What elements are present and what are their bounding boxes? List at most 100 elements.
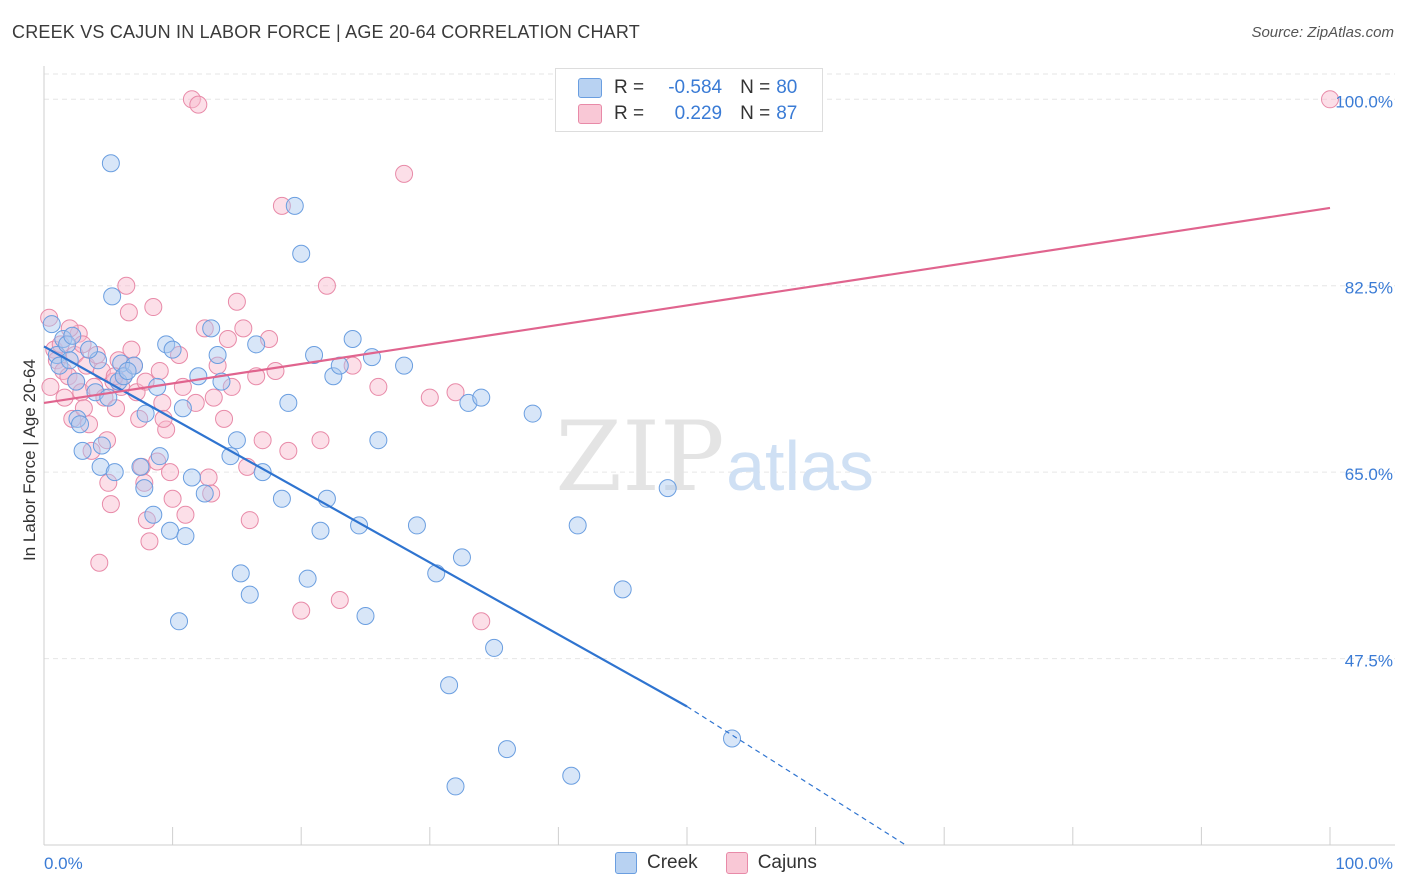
creek-point bbox=[723, 729, 742, 748]
creek-point bbox=[67, 372, 86, 391]
creek-point bbox=[311, 521, 330, 540]
creek-point bbox=[369, 431, 388, 450]
watermark: ZIP atlas bbox=[555, 401, 874, 513]
y-tick-label: 100.0% bbox=[1335, 92, 1393, 111]
legend-item-creek[interactable]: Creek bbox=[615, 852, 698, 874]
cajun-point bbox=[189, 95, 208, 114]
cajun-point bbox=[272, 196, 291, 215]
cajun-swatch-icon bbox=[578, 104, 602, 124]
creek-point bbox=[189, 367, 208, 386]
cajun-point bbox=[222, 377, 241, 396]
creek-point bbox=[497, 740, 516, 759]
cajun-point bbox=[119, 303, 138, 322]
creek-point bbox=[173, 399, 192, 418]
creek-point bbox=[485, 638, 504, 657]
creek-point bbox=[195, 484, 214, 503]
cajun-point bbox=[1321, 90, 1339, 109]
cajun-point bbox=[253, 431, 272, 450]
cajun-point bbox=[202, 484, 221, 503]
cajun-point bbox=[176, 505, 195, 524]
creek-point bbox=[324, 367, 343, 386]
y-axis-label: In Labor Force | Age 20-64 bbox=[20, 359, 39, 561]
creek-point bbox=[58, 335, 77, 354]
creek-point bbox=[68, 409, 87, 428]
cajun-point bbox=[107, 399, 126, 418]
creek-point bbox=[89, 351, 108, 370]
creek-point bbox=[176, 527, 195, 546]
legend-r-label: R = bbox=[614, 77, 645, 98]
creek-point bbox=[91, 457, 110, 476]
creek-point bbox=[407, 516, 426, 535]
creek-point bbox=[227, 431, 246, 450]
legend-r-value: 0.229 bbox=[674, 103, 723, 124]
creek-point bbox=[298, 569, 317, 588]
creek-point bbox=[144, 505, 163, 524]
creek-point bbox=[292, 244, 311, 263]
creek-point bbox=[253, 463, 272, 482]
cajun-point bbox=[153, 393, 172, 412]
watermark-zip: ZIP bbox=[555, 401, 724, 513]
cajun-point bbox=[60, 319, 79, 338]
cajun-point bbox=[41, 377, 60, 396]
creek-point bbox=[150, 447, 169, 466]
watermark-atlas: atlas bbox=[726, 427, 874, 505]
creek-point bbox=[343, 329, 362, 348]
creek-point bbox=[92, 436, 111, 455]
y-tick-label: 65.0% bbox=[1345, 465, 1393, 484]
cajun-point bbox=[240, 511, 259, 530]
creek-point bbox=[131, 457, 150, 476]
x-tick-label-max: 100.0% bbox=[1335, 854, 1393, 873]
legend-cajuns-label: Cajuns bbox=[757, 852, 817, 873]
cajun-point bbox=[161, 463, 180, 482]
legend-row-cajuns: R = 0.229 N = 87 bbox=[578, 101, 797, 127]
correlation-legend: R = -0.584 N = 80 R = 0.229 N = 87 bbox=[555, 68, 823, 132]
creek-point bbox=[247, 335, 266, 354]
creek-point bbox=[568, 516, 587, 535]
creek-trend-extension bbox=[686, 706, 906, 846]
axes bbox=[43, 66, 1395, 846]
cajun-point bbox=[199, 468, 218, 487]
cajun-points bbox=[40, 90, 1339, 631]
creek-point bbox=[182, 468, 201, 487]
creek-point bbox=[118, 361, 137, 380]
cajun-point bbox=[122, 340, 141, 359]
legend-item-cajuns[interactable]: Cajuns bbox=[725, 852, 817, 874]
cajun-point bbox=[227, 292, 246, 311]
cajun-point bbox=[150, 361, 169, 380]
cajun-point bbox=[140, 532, 159, 551]
creek-point bbox=[136, 404, 155, 423]
creek-points bbox=[42, 154, 742, 796]
cajun-point bbox=[117, 276, 136, 295]
cajun-point bbox=[55, 388, 74, 407]
creek-point bbox=[427, 564, 446, 583]
cajun-point bbox=[101, 495, 120, 514]
cajun-point bbox=[82, 441, 101, 460]
legend-n-value: 80 bbox=[776, 77, 798, 98]
cajun-point bbox=[157, 420, 176, 439]
cajun-point bbox=[292, 601, 311, 620]
legend-creek-label: Creek bbox=[647, 852, 698, 873]
creek-point bbox=[472, 388, 491, 407]
legend-r-label: R = bbox=[614, 103, 645, 124]
creek-point bbox=[440, 676, 459, 695]
cajun-point bbox=[99, 473, 118, 492]
creek-point bbox=[50, 356, 69, 375]
cajun-point bbox=[266, 361, 285, 380]
creek-point bbox=[163, 340, 182, 359]
cajun-point bbox=[446, 383, 465, 402]
cajun-point bbox=[90, 553, 109, 572]
cajun-point bbox=[369, 377, 388, 396]
creek-point bbox=[202, 319, 221, 338]
y-tick-label: 82.5% bbox=[1345, 279, 1393, 298]
cajun-point bbox=[80, 415, 99, 434]
cajun-point bbox=[98, 431, 117, 450]
creek-point bbox=[71, 415, 90, 434]
cajun-trend-line bbox=[43, 206, 1331, 404]
series-legend: Creek Cajuns bbox=[615, 852, 845, 874]
x-tick-label-min: 0.0% bbox=[44, 854, 83, 873]
y-tick-label: 47.5% bbox=[1345, 652, 1393, 671]
chart-title: CREEK VS CAJUN IN LABOR FORCE | AGE 20-6… bbox=[12, 22, 640, 42]
cajun-point bbox=[195, 319, 214, 338]
creek-point bbox=[658, 479, 677, 498]
